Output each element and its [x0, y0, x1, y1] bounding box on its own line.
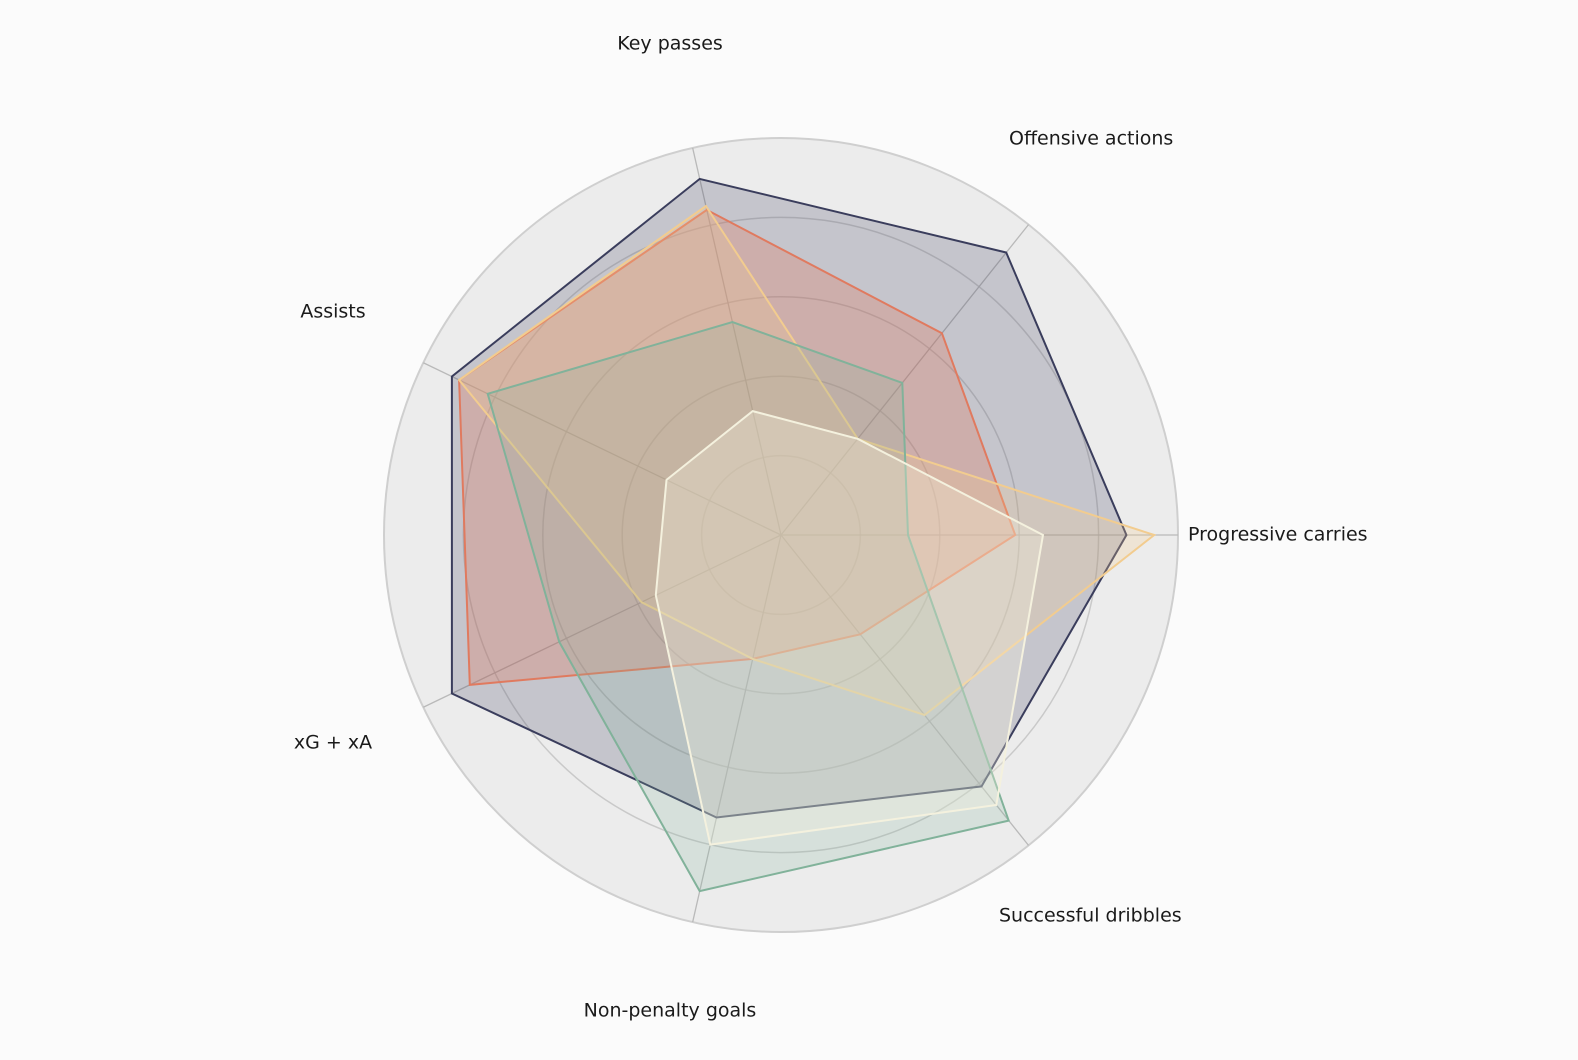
- radar-grid: [383, 137, 1179, 933]
- axis-label: Key passes: [617, 33, 723, 55]
- series-polygon-4: [486, 321, 1011, 893]
- axis-label: Progressive carries: [1188, 524, 1368, 546]
- series-polygon-1: [450, 177, 1128, 819]
- radar-series-layer: [450, 177, 1157, 893]
- grid-spoke: [423, 362, 782, 536]
- grid-spoke: [780, 534, 1030, 846]
- grid-spoke: [780, 224, 1030, 536]
- axis-label: Non-penalty goals: [584, 1000, 757, 1022]
- axis-label: xG + xA: [294, 732, 372, 754]
- series-polygon-2: [458, 208, 1017, 686]
- grid-spoke: [692, 534, 782, 923]
- axis-label: Successful dribbles: [999, 905, 1182, 927]
- series-polygon-3: [457, 204, 1157, 717]
- axis-labels: Progressive carries Offensive actions Key …: [294, 33, 1368, 1022]
- series-polygon-5: [654, 410, 1045, 846]
- grid-spoke: [423, 534, 782, 708]
- grid-spoke: [692, 147, 782, 536]
- axis-label: Assists: [300, 301, 365, 323]
- axis-label: Offensive actions: [1009, 128, 1173, 150]
